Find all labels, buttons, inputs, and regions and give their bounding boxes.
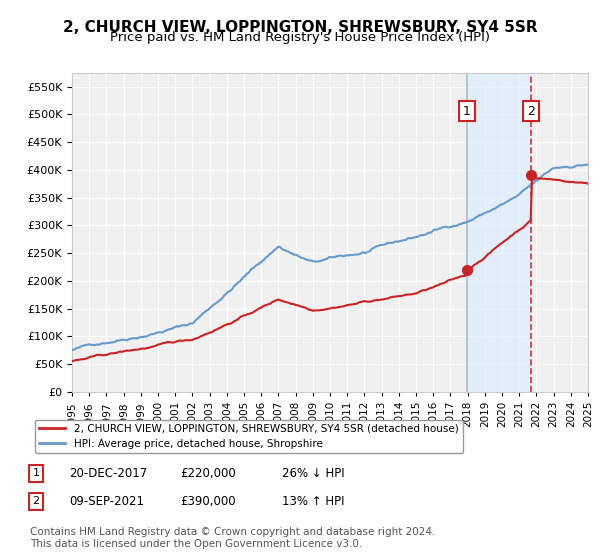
Bar — [467, 73, 531, 392]
Text: 20-DEC-2017: 20-DEC-2017 — [69, 466, 147, 480]
Text: 26% ↓ HPI: 26% ↓ HPI — [282, 466, 344, 480]
Text: 2: 2 — [32, 496, 40, 506]
Text: 1: 1 — [463, 105, 471, 118]
Text: £390,000: £390,000 — [180, 494, 236, 508]
Text: Contains HM Land Registry data © Crown copyright and database right 2024.
This d: Contains HM Land Registry data © Crown c… — [30, 527, 436, 549]
Text: 1: 1 — [32, 468, 40, 478]
Text: 2, CHURCH VIEW, LOPPINGTON, SHREWSBURY, SY4 5SR: 2, CHURCH VIEW, LOPPINGTON, SHREWSBURY, … — [62, 20, 538, 35]
Text: £220,000: £220,000 — [180, 466, 236, 480]
Text: 2: 2 — [527, 105, 535, 118]
Text: 13% ↑ HPI: 13% ↑ HPI — [282, 494, 344, 508]
Text: 09-SEP-2021: 09-SEP-2021 — [69, 494, 144, 508]
Legend: 2, CHURCH VIEW, LOPPINGTON, SHREWSBURY, SY4 5SR (detached house), HPI: Average p: 2, CHURCH VIEW, LOPPINGTON, SHREWSBURY, … — [35, 419, 463, 453]
Text: Price paid vs. HM Land Registry's House Price Index (HPI): Price paid vs. HM Land Registry's House … — [110, 31, 490, 44]
